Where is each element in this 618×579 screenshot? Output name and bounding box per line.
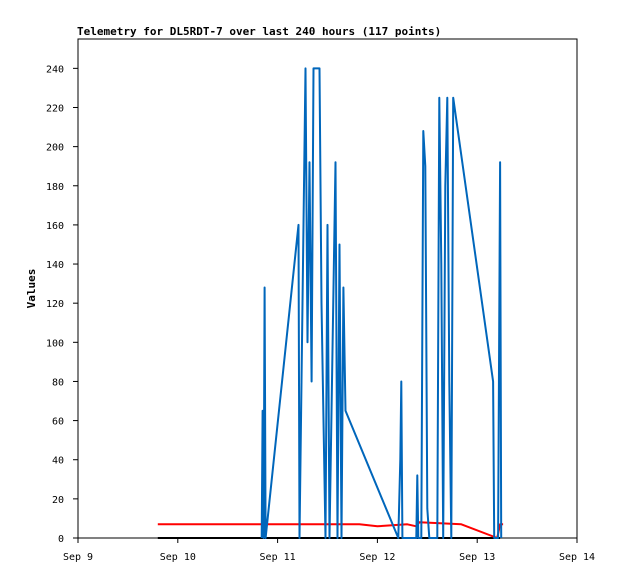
x-tick-label: Sep 14 — [559, 552, 595, 563]
chart-title: Telemetry for DL5RDT-7 over last 240 hou… — [77, 25, 441, 38]
x-tick-label: Sep 9 — [63, 552, 93, 563]
y-tick-label: 140 — [46, 260, 64, 271]
y-axis-label: Values — [25, 269, 38, 309]
y-tick-label: 200 — [46, 143, 64, 154]
y-tick-label: 80 — [52, 377, 64, 388]
y-tick-label: 60 — [52, 417, 64, 428]
x-tick-label: Sep 13 — [459, 552, 495, 563]
y-tick-label: 240 — [46, 64, 64, 75]
y-tick-label: 120 — [46, 299, 64, 310]
x-tick-label: Sep 10 — [160, 552, 196, 563]
y-tick-label: 160 — [46, 221, 64, 232]
y-tick-label: 100 — [46, 338, 64, 349]
y-tick-label: 0 — [58, 534, 64, 545]
y-tick-label: 20 — [52, 495, 64, 506]
x-axis-ticks: Sep 9 Sep 10 Sep 11 Sep 12 Sep 13 Sep 14 — [63, 538, 595, 563]
x-tick-label: Sep 11 — [260, 552, 296, 563]
series-layer — [157, 67, 504, 539]
y-axis-ticks: 0 20 40 60 80 100 120 140 160 180 200 220 240 — [46, 64, 78, 545]
y-tick-label: 180 — [46, 182, 64, 193]
y-tick-label: 220 — [46, 103, 64, 114]
x-tick-label: Sep 12 — [359, 552, 395, 563]
y-tick-label: 40 — [52, 456, 64, 467]
series-line-3 — [260, 67, 503, 539]
